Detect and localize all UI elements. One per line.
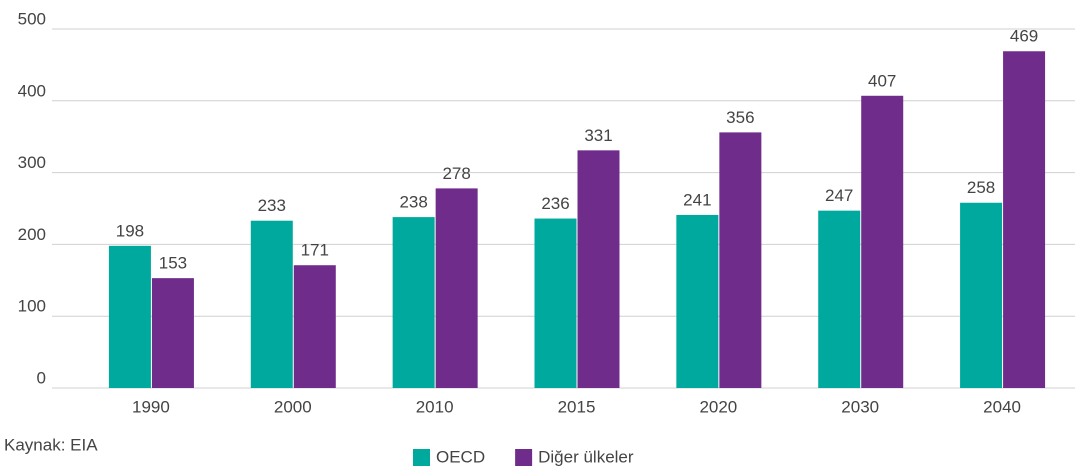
data-label: 236 bbox=[541, 194, 569, 213]
legend-swatch bbox=[413, 449, 430, 466]
y-tick-label: 400 bbox=[18, 81, 46, 100]
data-label: 356 bbox=[726, 108, 754, 127]
bar bbox=[435, 188, 478, 388]
bar bbox=[293, 265, 336, 388]
bar bbox=[108, 245, 151, 388]
data-label: 278 bbox=[442, 164, 470, 183]
y-tick-label: 300 bbox=[18, 153, 46, 172]
bar bbox=[151, 278, 194, 388]
data-label: 238 bbox=[399, 193, 427, 212]
y-tick-label: 0 bbox=[37, 368, 46, 387]
legend-label: OECD bbox=[436, 447, 485, 466]
x-tick-label: 2000 bbox=[274, 397, 312, 416]
data-label: 171 bbox=[301, 241, 329, 260]
legend-swatch bbox=[515, 449, 533, 466]
x-tick-label: 2040 bbox=[983, 397, 1021, 416]
y-tick-label: 100 bbox=[18, 297, 46, 316]
data-label: 331 bbox=[584, 126, 612, 145]
y-tick-label: 500 bbox=[18, 9, 46, 28]
x-tick-label: 2020 bbox=[699, 397, 737, 416]
bar bbox=[719, 132, 762, 388]
bar bbox=[250, 220, 293, 388]
x-tick-label: 2010 bbox=[416, 397, 454, 416]
x-tick-label: 1990 bbox=[132, 397, 170, 416]
data-label: 407 bbox=[868, 71, 896, 90]
bar bbox=[392, 217, 435, 388]
data-label: 469 bbox=[1010, 27, 1038, 46]
x-tick-label: 2030 bbox=[841, 397, 879, 416]
bar bbox=[1003, 51, 1046, 389]
bar bbox=[861, 95, 904, 389]
bar bbox=[534, 218, 577, 388]
bar bbox=[960, 202, 1003, 388]
data-label: 153 bbox=[159, 254, 187, 273]
data-label: 247 bbox=[825, 186, 853, 205]
bar bbox=[818, 210, 861, 388]
data-label: 198 bbox=[116, 221, 144, 240]
data-label: 233 bbox=[258, 196, 286, 215]
x-tick-label: 2015 bbox=[558, 397, 596, 416]
bar bbox=[676, 214, 719, 388]
y-tick-label: 200 bbox=[18, 225, 46, 244]
data-label: 241 bbox=[683, 190, 711, 209]
data-label: 258 bbox=[967, 178, 995, 197]
legend-label: Diğer ülkeler bbox=[538, 447, 634, 466]
bar bbox=[577, 150, 620, 388]
source-note: Kaynak: EIA bbox=[4, 435, 98, 454]
